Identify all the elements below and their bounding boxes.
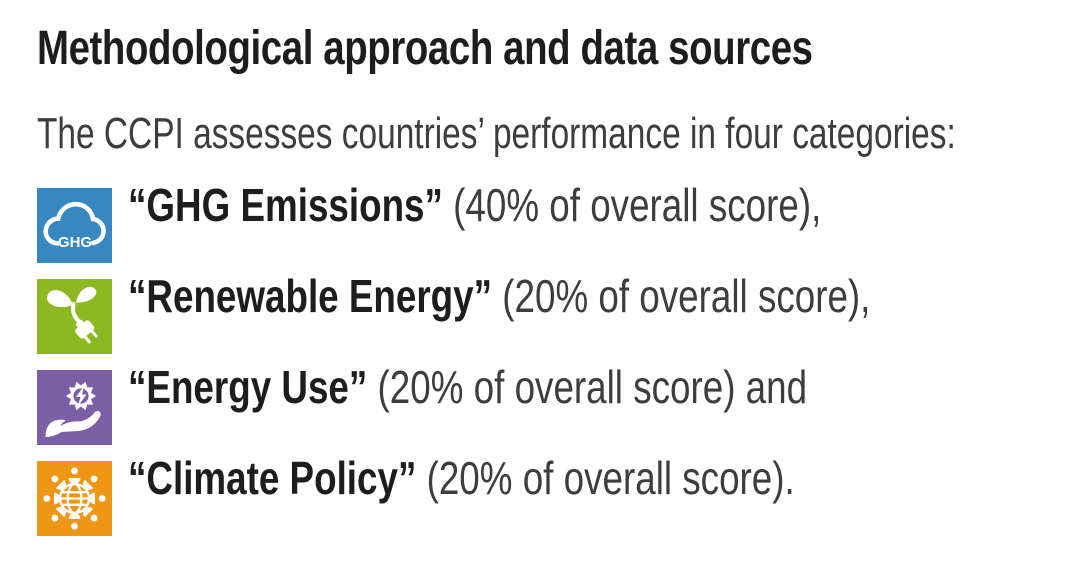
intro-text: The CCPI assesses countries’ performance… — [37, 110, 1080, 158]
category-text: “Energy Use” (20% of overall score) and — [128, 362, 977, 413]
category-row-renewable-energy: “Renewable Energy” (20% of overall score… — [37, 271, 1080, 354]
category-name: “GHG Emissions” — [128, 179, 443, 231]
category-name: “Renewable Energy” — [128, 270, 493, 322]
ghg-icon-label: GHG — [58, 234, 92, 251]
category-name: “Energy Use” — [128, 361, 368, 413]
globe-people-icon — [43, 467, 106, 530]
category-list: GHG “GHG Emissions” (40% of overall scor… — [37, 180, 1080, 536]
category-row-ghg-emissions: GHG “GHG Emissions” (40% of overall scor… — [37, 180, 1080, 263]
category-row-climate-policy: “Climate Policy” (20% of overall score). — [37, 453, 1080, 536]
infographic-content: Methodological approach and data sources… — [37, 22, 1080, 536]
category-detail: (20% of overall score). — [416, 452, 795, 504]
hand-energy-burst-icon — [45, 381, 101, 437]
category-detail: (20% of overall score) and — [367, 361, 808, 413]
category-detail: (20% of overall score), — [492, 270, 871, 322]
page-title-text: Methodological approach and data sources — [37, 22, 813, 75]
category-row-energy-use: “Energy Use” (20% of overall score) and — [37, 362, 1080, 445]
ghg-emissions-tile: GHG — [37, 188, 112, 263]
category-text: “GHG Emissions” (40% of overall score), — [128, 180, 995, 231]
climate-policy-tile — [37, 461, 112, 536]
category-name: “Climate Policy” — [128, 452, 417, 504]
energy-use-tile — [37, 370, 112, 445]
category-text: “Renewable Energy” (20% of overall score… — [128, 271, 1056, 322]
plant-plug-icon — [47, 286, 98, 344]
intro-text-content: The CCPI assesses countries’ performance… — [37, 109, 956, 158]
renewable-energy-tile — [37, 279, 112, 354]
cloud-ghg-icon: GHG — [43, 201, 106, 251]
category-detail: (40% of overall score), — [442, 179, 822, 231]
category-text: “Climate Policy” (20% of overall score). — [128, 453, 961, 504]
page-title: Methodological approach and data sources — [37, 22, 1080, 75]
